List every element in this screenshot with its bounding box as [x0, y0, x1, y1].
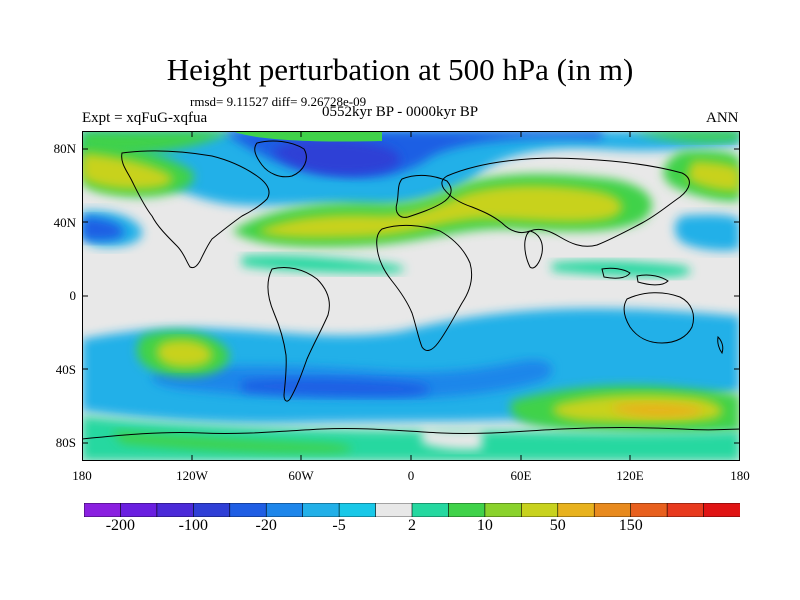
- colorbar-label: -100: [178, 517, 208, 534]
- colorbar-swatch: [630, 503, 668, 517]
- lat-label-0: 0: [69, 288, 77, 303]
- colorbar-label: 150: [618, 517, 643, 534]
- lon-label-0: 0: [407, 468, 415, 483]
- lon-label-60w: 60W: [288, 468, 314, 483]
- season-label: ANN: [706, 110, 739, 126]
- contour-map: [82, 131, 740, 461]
- colorbar-swatch: [703, 503, 740, 517]
- contour-fill: [82, 131, 740, 461]
- lat-label-40s: 40S: [55, 362, 76, 377]
- colorbar-label: 10: [476, 517, 493, 534]
- colorbar-swatch: [120, 503, 158, 517]
- lon-label-120e: 120E: [616, 468, 644, 483]
- colorbar-label: -5: [332, 517, 346, 534]
- colorbar-swatch: [229, 503, 267, 517]
- lat-label-40n: 40N: [53, 215, 76, 230]
- lon-label-60e: 60E: [510, 468, 532, 483]
- colorbar-swatch: [593, 503, 632, 517]
- colorbar-swatch: [193, 503, 231, 517]
- stats-line: rmsd= 9.11527 diff= 9.26728e-09: [190, 94, 367, 109]
- colorbar-swatch: [557, 503, 595, 517]
- colorbar-swatch: [84, 503, 122, 517]
- colorbar-label: -20: [255, 517, 277, 534]
- colorbar-swatch: [302, 503, 340, 517]
- experiment-label: Expt = xqFuG-xqfua: [82, 110, 208, 126]
- colorbar: [84, 503, 740, 517]
- lon-label-120w: 120W: [176, 468, 208, 483]
- lon-label-180w: 180: [72, 468, 92, 483]
- colorbar-label: 50: [549, 517, 566, 534]
- period-label: 0552kyr BP - 0000kyr BP: [322, 104, 479, 120]
- coastlines: [82, 140, 740, 440]
- colorbar-swatch: [521, 503, 559, 517]
- colorbar-swatch: [448, 503, 486, 517]
- colorbar-swatch: [411, 503, 450, 517]
- map-frame: [82, 131, 740, 461]
- colorbar-swatch: [338, 503, 377, 517]
- map-title: Height perturbation at 500 hPa (in m): [166, 52, 634, 87]
- colorbar-swatch: [375, 503, 413, 517]
- lat-label-80s: 80S: [55, 435, 76, 450]
- colorbar-swatch: [265, 503, 304, 517]
- colorbar-label: -200: [105, 517, 136, 534]
- lat-label-80n: 80N: [53, 141, 76, 156]
- colorbar-swatch: [666, 503, 705, 517]
- colorbar-label: 2: [408, 517, 416, 534]
- lon-label-180e: 180: [730, 468, 750, 483]
- colorbar-swatch: [156, 503, 194, 517]
- colorbar-swatch: [484, 503, 522, 517]
